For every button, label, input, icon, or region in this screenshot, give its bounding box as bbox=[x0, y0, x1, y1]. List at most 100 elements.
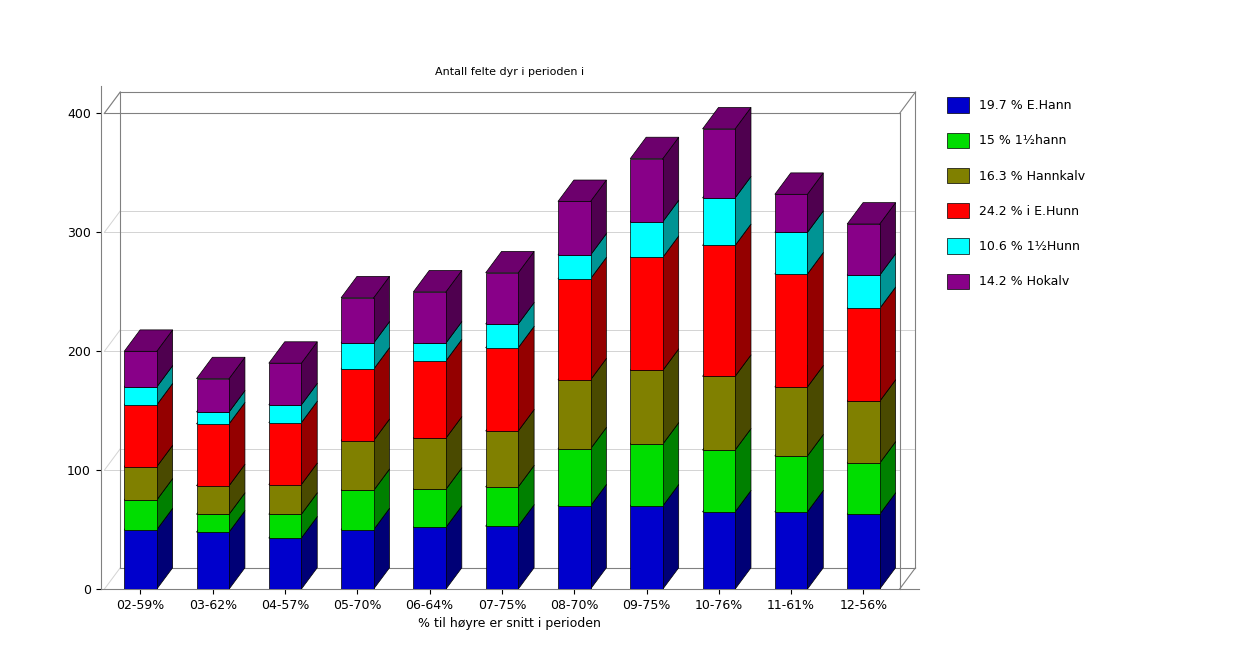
Polygon shape bbox=[157, 446, 172, 500]
Bar bbox=[413, 489, 446, 528]
Polygon shape bbox=[662, 200, 679, 258]
Polygon shape bbox=[341, 276, 389, 298]
Polygon shape bbox=[229, 493, 246, 532]
Bar bbox=[196, 379, 229, 412]
Polygon shape bbox=[735, 107, 750, 198]
Bar bbox=[269, 514, 301, 538]
Polygon shape bbox=[374, 322, 389, 369]
Polygon shape bbox=[374, 508, 389, 589]
Polygon shape bbox=[196, 510, 246, 532]
Polygon shape bbox=[413, 322, 462, 343]
Polygon shape bbox=[807, 434, 823, 512]
Polygon shape bbox=[125, 365, 172, 387]
Polygon shape bbox=[519, 410, 534, 487]
Polygon shape bbox=[157, 508, 172, 589]
Polygon shape bbox=[229, 402, 246, 486]
Bar bbox=[269, 422, 301, 485]
Bar bbox=[413, 361, 446, 438]
Polygon shape bbox=[446, 416, 462, 489]
Bar bbox=[774, 274, 807, 387]
Bar bbox=[703, 246, 735, 376]
Polygon shape bbox=[446, 270, 462, 343]
Polygon shape bbox=[558, 180, 607, 201]
Polygon shape bbox=[446, 340, 462, 438]
Polygon shape bbox=[774, 491, 823, 512]
Polygon shape bbox=[125, 479, 172, 500]
Polygon shape bbox=[662, 422, 679, 506]
Polygon shape bbox=[269, 401, 317, 422]
Polygon shape bbox=[774, 365, 823, 387]
Bar bbox=[847, 514, 880, 589]
Bar bbox=[196, 412, 229, 424]
Bar bbox=[558, 279, 590, 380]
Bar bbox=[558, 449, 590, 506]
Bar bbox=[341, 369, 374, 440]
Polygon shape bbox=[880, 203, 895, 275]
Polygon shape bbox=[229, 391, 246, 424]
Bar bbox=[631, 222, 662, 258]
Polygon shape bbox=[774, 434, 823, 456]
Polygon shape bbox=[807, 253, 823, 387]
Polygon shape bbox=[590, 428, 607, 506]
Legend: 19.7 % E.Hann, 15 % 1½hann, 16.3 % Hannkalv, 24.2 % i E.Hunn, 10.6 % 1½Hunn, 14.: 19.7 % E.Hann, 15 % 1½hann, 16.3 % Hannk… bbox=[942, 92, 1090, 294]
Polygon shape bbox=[703, 491, 750, 512]
Bar bbox=[486, 273, 519, 324]
Polygon shape bbox=[774, 211, 823, 232]
Title: Antall felte dyr i perioden i: Antall felte dyr i perioden i bbox=[436, 67, 584, 77]
Polygon shape bbox=[631, 200, 679, 222]
Bar bbox=[486, 324, 519, 348]
Bar bbox=[847, 275, 880, 308]
Polygon shape bbox=[847, 254, 895, 275]
Polygon shape bbox=[301, 401, 317, 485]
Polygon shape bbox=[735, 177, 750, 246]
Bar bbox=[269, 363, 301, 405]
Polygon shape bbox=[735, 224, 750, 376]
Bar bbox=[341, 530, 374, 589]
Polygon shape bbox=[590, 180, 607, 255]
Polygon shape bbox=[229, 357, 246, 412]
Polygon shape bbox=[341, 419, 389, 440]
Polygon shape bbox=[301, 493, 317, 538]
Bar bbox=[269, 485, 301, 514]
Polygon shape bbox=[196, 493, 246, 514]
Polygon shape bbox=[847, 493, 895, 514]
Bar bbox=[486, 487, 519, 526]
Bar bbox=[196, 424, 229, 486]
Polygon shape bbox=[269, 463, 317, 485]
Polygon shape bbox=[662, 349, 679, 444]
Polygon shape bbox=[774, 173, 823, 194]
Polygon shape bbox=[631, 236, 679, 258]
Bar bbox=[486, 348, 519, 431]
Polygon shape bbox=[558, 485, 607, 506]
Polygon shape bbox=[486, 410, 534, 431]
Polygon shape bbox=[374, 348, 389, 440]
Bar bbox=[703, 512, 735, 589]
Polygon shape bbox=[341, 322, 389, 343]
Bar bbox=[125, 467, 157, 500]
Polygon shape bbox=[807, 491, 823, 589]
Bar bbox=[269, 405, 301, 422]
Polygon shape bbox=[590, 234, 607, 279]
Polygon shape bbox=[446, 468, 462, 528]
Polygon shape bbox=[703, 107, 750, 129]
Polygon shape bbox=[196, 464, 246, 486]
Polygon shape bbox=[774, 253, 823, 274]
Polygon shape bbox=[269, 493, 317, 514]
Polygon shape bbox=[590, 485, 607, 589]
Polygon shape bbox=[703, 428, 750, 450]
Bar bbox=[631, 370, 662, 444]
Polygon shape bbox=[631, 485, 679, 506]
Bar bbox=[631, 159, 662, 222]
Bar bbox=[631, 444, 662, 506]
Polygon shape bbox=[847, 203, 895, 224]
Polygon shape bbox=[558, 358, 607, 380]
Polygon shape bbox=[157, 479, 172, 530]
Polygon shape bbox=[486, 326, 534, 348]
Polygon shape bbox=[446, 506, 462, 589]
Bar bbox=[341, 440, 374, 491]
Polygon shape bbox=[301, 342, 317, 405]
Polygon shape bbox=[196, 391, 246, 412]
Bar bbox=[341, 343, 374, 369]
Polygon shape bbox=[662, 236, 679, 370]
Polygon shape bbox=[590, 358, 607, 449]
